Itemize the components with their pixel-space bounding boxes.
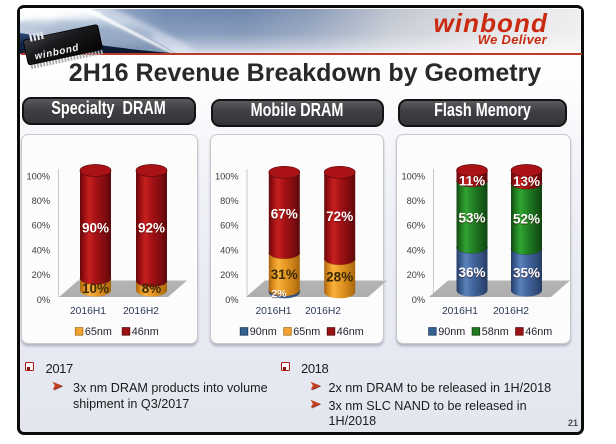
svg-text:46nm: 46nm — [337, 326, 364, 338]
svg-text:65nm: 65nm — [85, 326, 112, 338]
svg-text:28%: 28% — [326, 270, 353, 285]
svg-text:46nm: 46nm — [525, 326, 552, 338]
svg-text:2016H1: 2016H1 — [255, 306, 291, 317]
svg-text:35%: 35% — [513, 266, 540, 281]
svg-text:90%: 90% — [82, 221, 109, 236]
svg-text:31%: 31% — [271, 267, 298, 282]
svg-text:40%: 40% — [220, 245, 238, 255]
svg-text:36%: 36% — [458, 265, 485, 280]
svg-text:40%: 40% — [32, 245, 50, 255]
svg-text:90nm: 90nm — [250, 326, 277, 338]
svg-text:80%: 80% — [32, 196, 50, 206]
svg-text:8%: 8% — [142, 281, 162, 296]
svg-text:65nm: 65nm — [293, 326, 320, 338]
svg-text:2016H2: 2016H2 — [493, 306, 529, 317]
svg-text:92%: 92% — [138, 221, 165, 236]
svg-text:58nm: 58nm — [482, 326, 509, 338]
svg-text:0%: 0% — [225, 295, 238, 305]
svg-text:2016H1: 2016H1 — [70, 306, 106, 317]
svg-text:13%: 13% — [513, 174, 540, 189]
svg-text:2016H2: 2016H2 — [305, 306, 341, 317]
svg-text:2%: 2% — [271, 288, 287, 300]
svg-text:20%: 20% — [407, 270, 425, 280]
svg-text:2016H1: 2016H1 — [442, 306, 478, 317]
svg-text:40%: 40% — [407, 245, 425, 255]
svg-text:90nm: 90nm — [438, 326, 465, 338]
svg-text:100%: 100% — [402, 171, 426, 181]
svg-text:52%: 52% — [513, 212, 540, 227]
svg-text:60%: 60% — [407, 221, 425, 231]
svg-text:0%: 0% — [412, 295, 425, 305]
svg-text:80%: 80% — [407, 196, 425, 206]
svg-text:10%: 10% — [82, 281, 109, 296]
svg-text:100%: 100% — [215, 171, 239, 181]
svg-text:11%: 11% — [459, 174, 485, 189]
svg-text:20%: 20% — [32, 270, 50, 280]
svg-text:53%: 53% — [458, 211, 485, 226]
svg-text:100%: 100% — [27, 171, 51, 181]
svg-text:80%: 80% — [220, 196, 238, 206]
svg-text:20%: 20% — [220, 270, 238, 280]
svg-text:2016H2: 2016H2 — [123, 306, 159, 317]
svg-text:60%: 60% — [32, 221, 50, 231]
svg-text:0%: 0% — [37, 295, 50, 305]
svg-text:60%: 60% — [220, 221, 238, 231]
svg-text:46nm: 46nm — [132, 326, 159, 338]
svg-text:72%: 72% — [326, 209, 353, 224]
svg-text:67%: 67% — [271, 207, 298, 222]
